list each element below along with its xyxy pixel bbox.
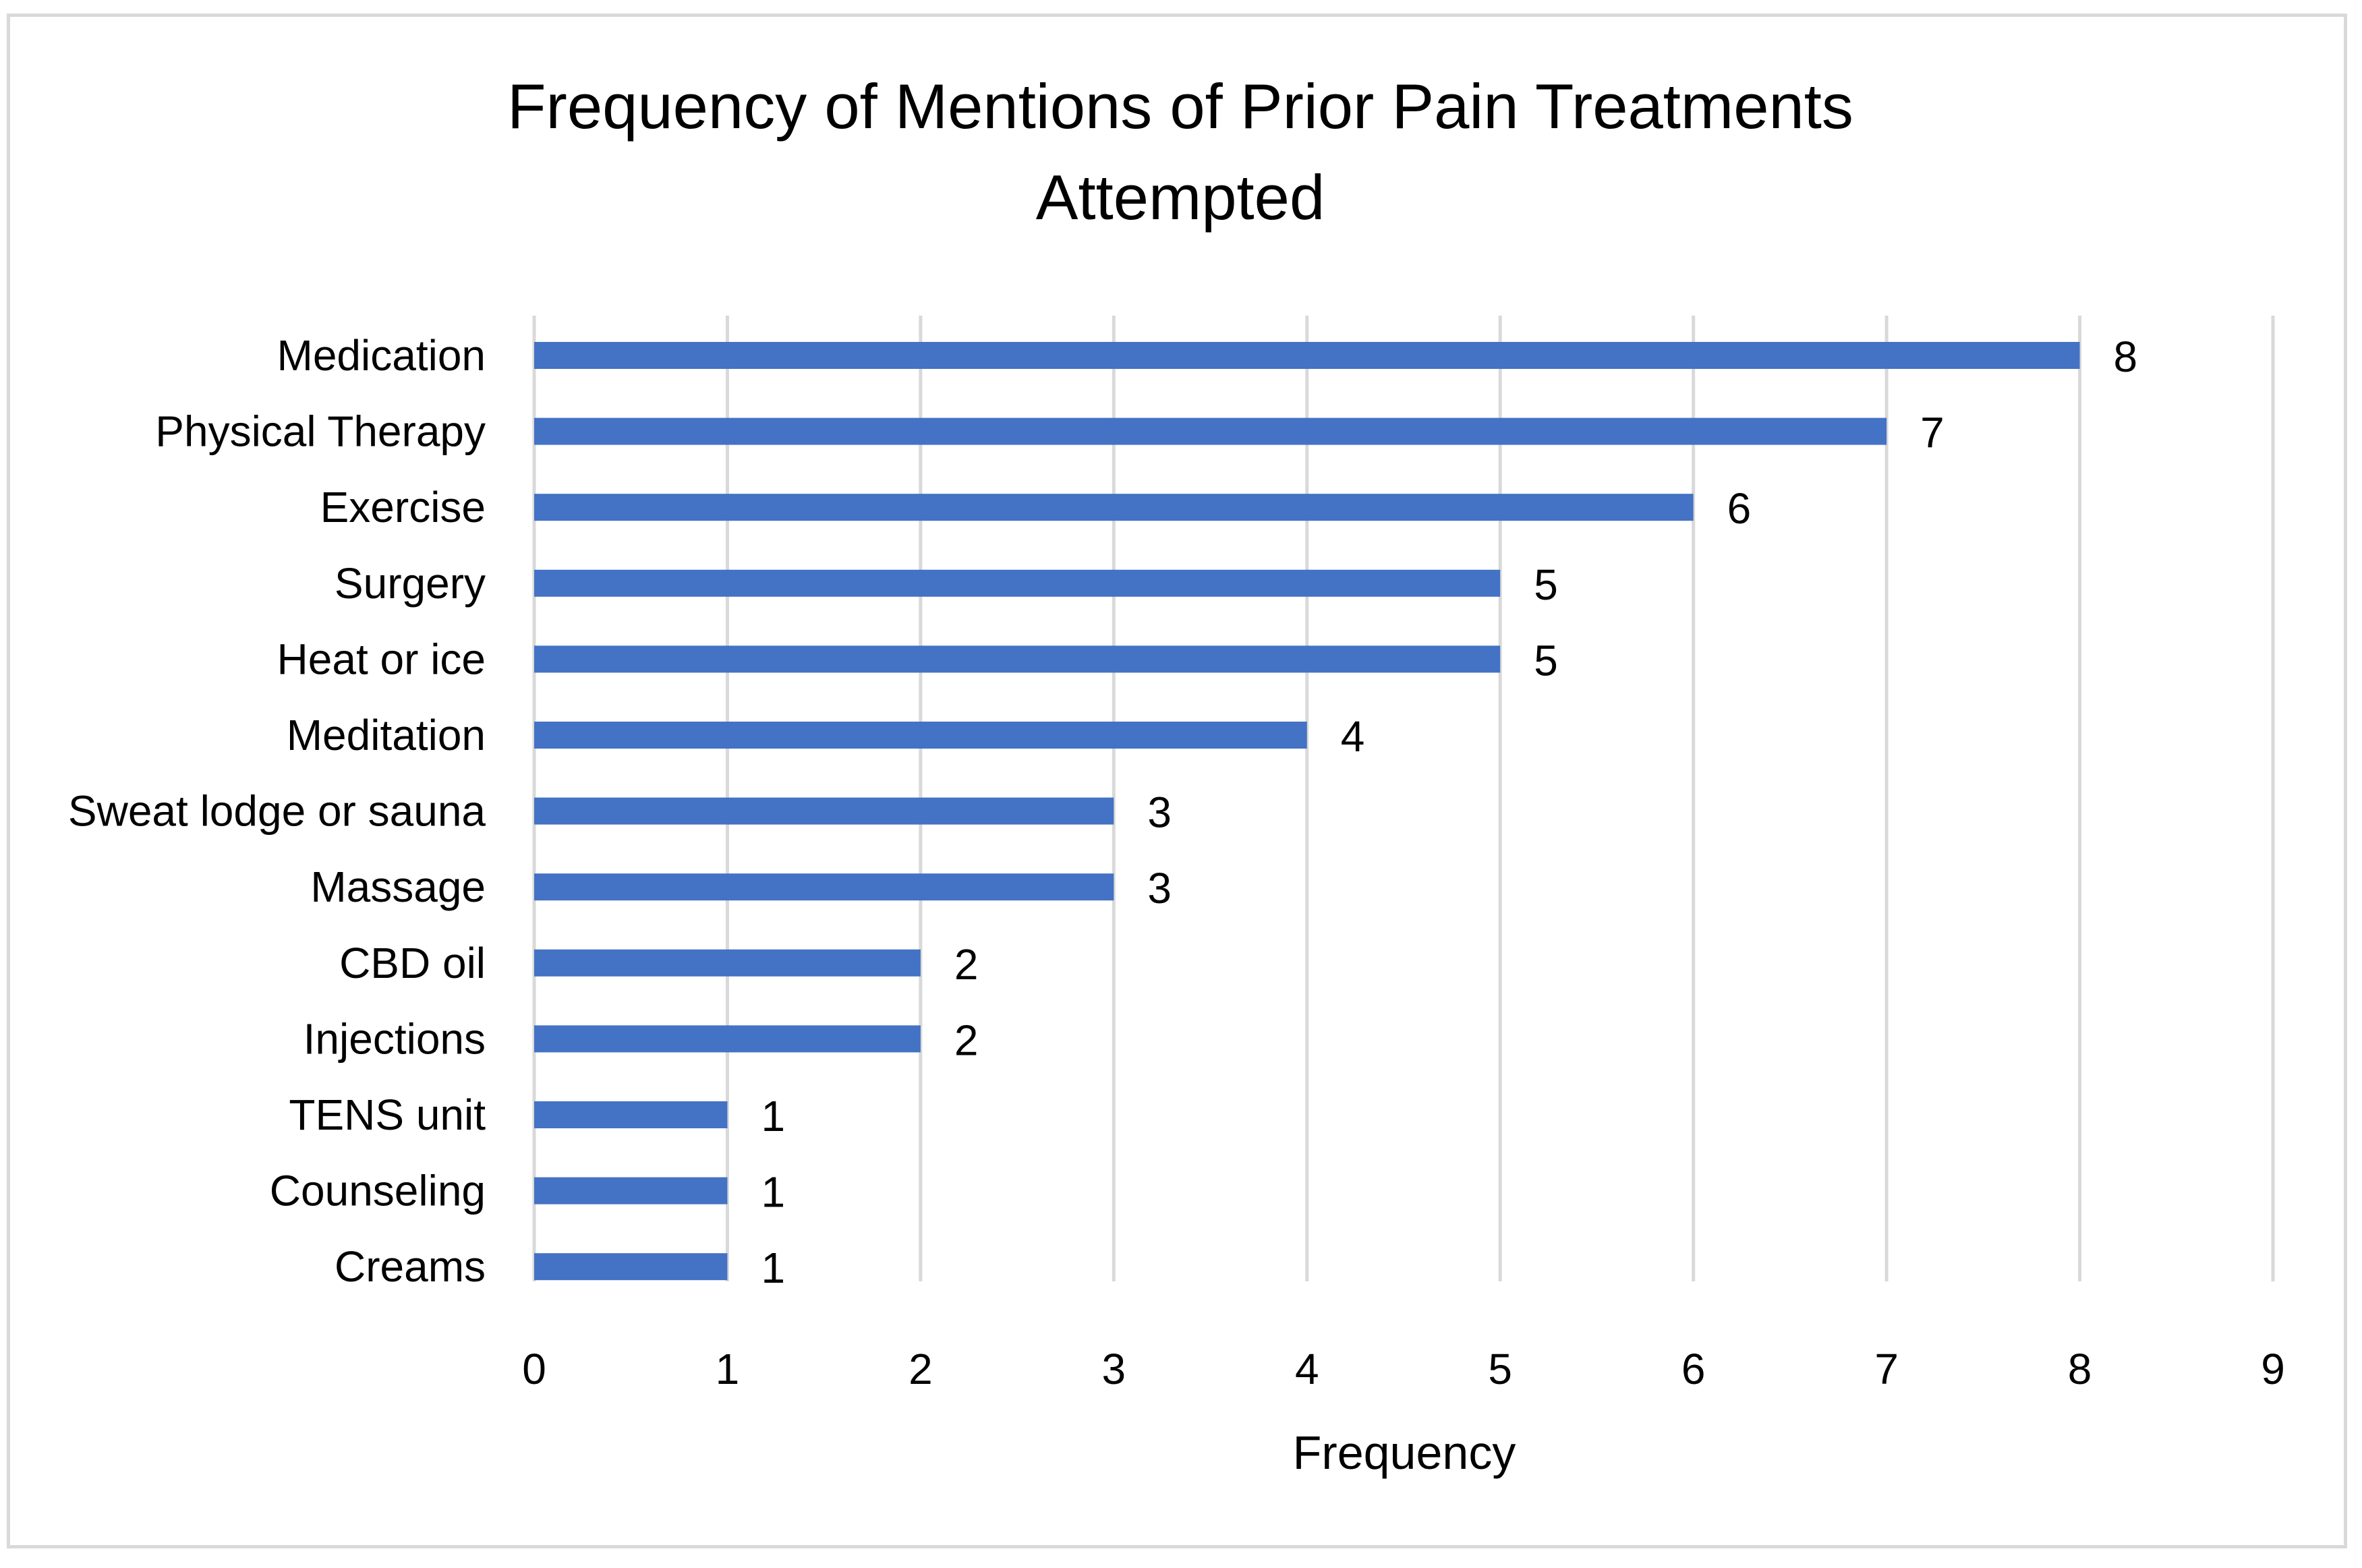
data-label: 2 (954, 1016, 979, 1064)
bar (534, 494, 1694, 521)
data-label: 7 (1920, 409, 1945, 457)
bars (534, 342, 2080, 1281)
x-axis-title: Frequency (1293, 1426, 1516, 1479)
x-tick-label: 4 (1295, 1345, 1319, 1393)
category-label: Surgery (335, 559, 486, 608)
bar (534, 949, 921, 977)
data-label: 1 (761, 1244, 785, 1292)
category-label: CBD oil (339, 939, 486, 987)
bar (534, 722, 1307, 749)
bar (534, 1101, 728, 1128)
data-label: 3 (1147, 788, 1172, 837)
data-label: 2 (954, 940, 979, 989)
data-labels: 8 7 6 5 5 4 3 3 2 2 1 1 1 (761, 332, 2137, 1292)
data-label: 1 (761, 1092, 785, 1140)
data-label: 3 (1147, 864, 1172, 912)
category-label: Exercise (320, 483, 486, 531)
data-label: 5 (1534, 636, 1558, 685)
data-label: 1 (761, 1168, 785, 1217)
bar (534, 797, 1114, 825)
chart-title-line-2: Attempted (1036, 162, 1325, 233)
bar (534, 873, 1114, 901)
category-label: Injections (304, 1014, 486, 1063)
category-label: TENS unit (289, 1091, 486, 1139)
bar (534, 342, 2080, 369)
category-label: Physical Therapy (155, 407, 486, 456)
category-label: Counseling (270, 1167, 486, 1215)
data-label: 5 (1534, 560, 1558, 609)
x-tick-label: 6 (1681, 1345, 1706, 1393)
x-tick-label: 5 (1488, 1345, 1512, 1393)
chart-frame (7, 13, 2347, 1548)
x-tick-label: 9 (2261, 1345, 2285, 1393)
bar (534, 417, 1887, 445)
category-label: Medication (277, 331, 486, 380)
category-label: Sweat lodge or sauna (68, 787, 486, 836)
bar (534, 569, 1501, 597)
x-tick-label: 8 (2068, 1345, 2092, 1393)
category-label: Massage (310, 863, 486, 911)
x-tick-label: 0 (522, 1345, 546, 1393)
x-tick-label: 3 (1102, 1345, 1126, 1393)
bar (534, 1025, 921, 1053)
bar (534, 1177, 728, 1204)
chart-title-line-1: Frequency of Mentions of Prior Pain Trea… (507, 71, 1853, 142)
bar (534, 1253, 728, 1281)
data-label: 6 (1727, 484, 1752, 533)
category-label: Meditation (287, 711, 486, 759)
category-labels: Medication Physical Therapy Exercise Surger… (68, 331, 486, 1291)
x-tick-labels: 0 1 2 3 4 5 6 7 8 9 (522, 1345, 2285, 1393)
data-label: 8 (2114, 332, 2138, 381)
x-tick-label: 2 (909, 1345, 933, 1393)
data-label: 4 (1341, 712, 1365, 761)
category-label: Heat or ice (277, 635, 486, 683)
category-label: Creams (335, 1242, 486, 1291)
bar (534, 645, 1501, 673)
x-tick-label: 7 (1874, 1345, 1899, 1393)
x-tick-label: 1 (716, 1345, 740, 1393)
